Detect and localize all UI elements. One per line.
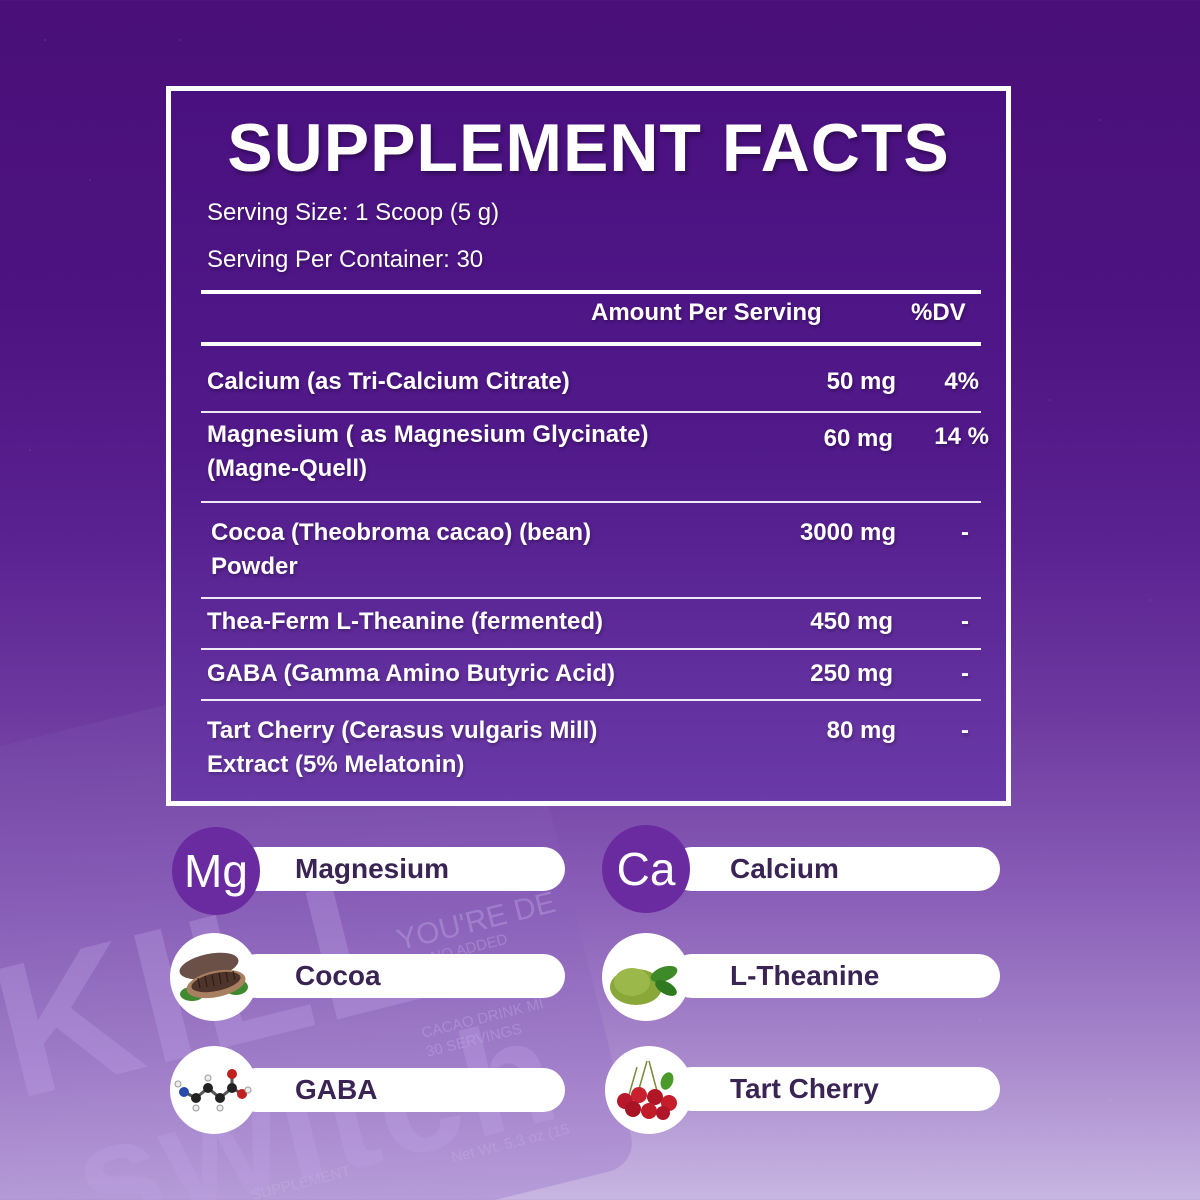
ingredient-pill: L-Theanine bbox=[670, 954, 1000, 998]
divider bbox=[201, 342, 981, 346]
ingredient-label: L-Theanine bbox=[730, 960, 880, 991]
ingredient-label: Tart Cherry bbox=[730, 1073, 879, 1104]
serving-size: Serving Size: 1 Scoop (5 g) bbox=[207, 199, 500, 226]
ingredient-label: GABA bbox=[295, 1074, 378, 1105]
amount-column-header: Amount Per Serving bbox=[591, 299, 822, 326]
ingredient-name: Magnesium ( as Magnesium Glycinate) bbox=[207, 421, 649, 448]
ingredient-name: Cocoa (Theobroma cacao) (bean) bbox=[211, 519, 592, 546]
calcium-element-icon: Ca bbox=[602, 825, 690, 913]
ingredient-pill: Cocoa bbox=[235, 954, 565, 998]
ingredient-amount: 250 mg bbox=[810, 660, 893, 687]
facts-title: SUPPLEMENT FACTS bbox=[227, 110, 950, 186]
ingredient-name-line2: Extract (5% Melatonin) bbox=[207, 751, 465, 778]
cherries-icon bbox=[605, 1046, 693, 1134]
ingredient-amount: 60 mg bbox=[823, 425, 893, 452]
ingredient-dv: - bbox=[961, 519, 969, 546]
supplement-facts-panel: SUPPLEMENT FACTS Serving Size: 1 Scoop (… bbox=[166, 86, 1011, 806]
ingredient-label: Cocoa bbox=[295, 960, 381, 991]
ingredient-name: Calcium (as Tri-Calcium Citrate) bbox=[207, 368, 570, 395]
ingredient-name: GABA (Gamma Amino Butyric Acid) bbox=[207, 660, 616, 687]
ingredient-dv: - bbox=[961, 608, 969, 635]
ingredient-dv: - bbox=[961, 717, 969, 744]
divider bbox=[201, 597, 981, 599]
divider bbox=[201, 411, 981, 413]
ingredient-pill: GABA bbox=[235, 1068, 565, 1112]
divider bbox=[201, 290, 981, 294]
ingredient-pill: Magnesium bbox=[235, 847, 565, 891]
ingredient-dv: - bbox=[961, 660, 969, 687]
magnesium-element-icon: Mg bbox=[172, 827, 260, 915]
cocoa-pod-icon bbox=[170, 933, 258, 1021]
green-tea-powder-icon bbox=[602, 933, 690, 1021]
ingredient-name: Thea-Ferm L-Theanine (fermented) bbox=[207, 608, 604, 635]
ingredient-name-line2: Powder bbox=[211, 553, 298, 580]
ingredient-amount: 50 mg bbox=[826, 368, 896, 395]
ingredient-dv: 14 % bbox=[934, 423, 989, 450]
divider bbox=[201, 501, 981, 503]
gaba-molecule-icon bbox=[170, 1046, 258, 1134]
ingredient-amount: 80 mg bbox=[826, 717, 896, 744]
ingredient-dv: 4% bbox=[944, 368, 979, 395]
divider bbox=[201, 699, 981, 701]
dv-column-header: %DV bbox=[911, 299, 966, 326]
divider bbox=[201, 648, 981, 650]
ingredient-pill: Tart Cherry bbox=[670, 1067, 1000, 1111]
servings-per-container: Serving Per Container: 30 bbox=[207, 246, 484, 273]
ingredient-label: Calcium bbox=[730, 853, 839, 884]
ingredient-amount: 3000 mg bbox=[799, 519, 896, 546]
ingredient-amount: 450 mg bbox=[810, 608, 893, 635]
ingredient-pill: Calcium bbox=[670, 847, 1000, 891]
ingredient-name-line2: (Magne-Quell) bbox=[207, 455, 367, 482]
ingredient-label: Magnesium bbox=[295, 853, 450, 884]
ingredient-name: Tart Cherry (Cerasus vulgaris Mill) bbox=[207, 717, 598, 744]
